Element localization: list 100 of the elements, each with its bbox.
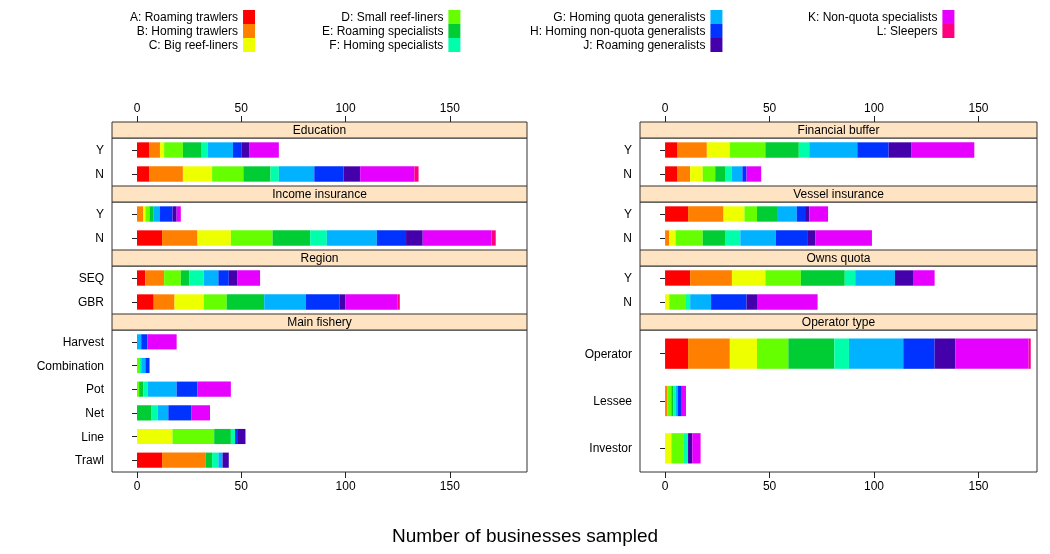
x-tick-label: 50 [762,101,777,115]
x-tick-label: 0 [133,101,141,115]
bar [711,294,747,310]
bar [729,338,758,369]
bar [376,230,407,246]
bar [339,294,346,310]
bar [725,230,741,246]
bar [147,381,177,397]
bar [677,142,707,158]
bar [807,230,816,246]
bar [692,433,701,464]
bar [203,270,219,286]
chart-title: Financial buffer [797,123,880,137]
bar [149,206,154,222]
bar [153,294,175,310]
bar [139,381,144,397]
bar [212,166,244,182]
bar [669,294,686,310]
bar [241,142,250,158]
bar [151,405,158,421]
bar [809,206,829,222]
bar [681,385,686,417]
bar [360,166,415,182]
bar [677,385,682,417]
bar [888,142,912,158]
bar [422,230,492,246]
bar [149,166,183,182]
legend-label: B: Homing trawlers [136,24,239,38]
x-tick-label: 50 [234,101,249,115]
bar [137,230,163,246]
bar [857,142,889,158]
y-tick-label: Line [81,429,105,444]
y-tick-label: Y [623,207,632,221]
bar [137,166,150,182]
x-tick-label: 0 [661,479,669,493]
bar [397,294,400,310]
bar [159,206,173,222]
bar [834,338,849,369]
bar [222,452,229,468]
y-tick-label: N [95,167,104,181]
y-tick-label: N [623,167,632,181]
bar [414,166,419,182]
bar [665,230,670,246]
x-tick-label: 150 [968,101,989,115]
x-tick-label: 0 [133,479,141,493]
bar [207,142,233,158]
bar [230,230,273,246]
y-tick-label: N [95,231,104,245]
y-tick-label: Y [623,271,632,285]
x-tick-label: 150 [439,479,461,493]
bar [149,142,160,158]
bar [159,142,165,158]
bar [180,270,190,286]
bar [137,206,144,222]
bar [137,428,173,445]
bar [278,166,315,182]
chart-title: Operator type [801,315,876,329]
bar [176,206,181,222]
bar [796,206,806,222]
bar [690,294,712,310]
bar [243,166,271,182]
bar [137,294,154,310]
legend-label: D: Small reef-liners [341,10,444,24]
chart-title: Owns quota [806,251,871,265]
bar [326,230,377,246]
bar [176,381,198,397]
bar [848,338,904,369]
x-tick-label: 50 [762,479,777,493]
bar [137,142,150,158]
bar [145,270,165,286]
bar [671,433,684,464]
bar [665,338,689,369]
y-tick-label: N [623,295,632,309]
bar [688,433,693,464]
bar [667,385,672,417]
bar [757,294,818,310]
legend-label: H: Homing non-quota generalists [529,24,706,38]
bar [683,433,689,464]
y-tick-label: Y [95,143,104,157]
y-tick-label: Y [623,143,632,157]
bar [690,166,703,182]
bar [788,338,835,369]
bar [934,338,956,369]
bar [137,270,146,286]
bar [237,428,246,445]
bar [723,206,745,222]
bar [731,166,743,182]
bar [665,294,670,310]
bar [305,294,340,310]
bar [685,294,691,310]
bar [665,142,678,158]
bar [314,166,344,182]
bar [688,338,730,369]
bar [249,142,279,158]
y-tick-label: Trawl [75,453,104,468]
y-tick-label: SEQ [78,271,104,285]
bar [491,230,496,246]
bar [218,452,223,468]
bar [744,206,758,222]
bar [164,270,181,286]
